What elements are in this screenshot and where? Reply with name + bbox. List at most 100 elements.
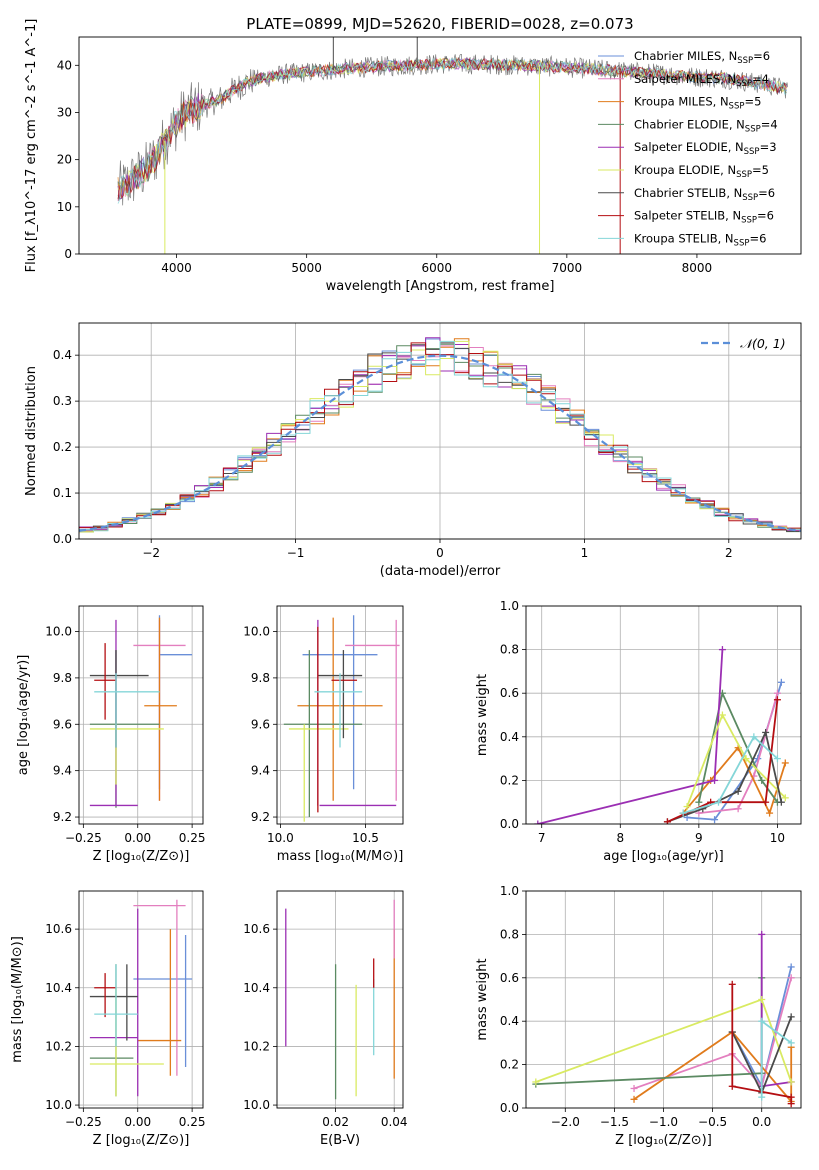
y-tick-label: 10.0 <box>243 625 270 639</box>
legend-tail: =6 <box>749 231 766 245</box>
errorbars <box>89 899 193 1097</box>
x-tick-label: 0.02 <box>322 1115 349 1129</box>
y-tick-label: 0 <box>64 247 72 261</box>
weight-lines <box>532 930 795 1108</box>
y-tick-label: 10.6 <box>243 922 270 936</box>
x-tick-label: 0.0 <box>752 1115 771 1129</box>
spectrum-axes: 4000 5000 6000 7000 8000 0 10 20 30 40 PLATE=0899,… <box>24 15 802 294</box>
y-tick-label: 9.2 <box>251 810 270 824</box>
y-tick-label: 0.4 <box>500 730 519 744</box>
y-tick-label: 10.0 <box>243 1098 270 1112</box>
y-tick-label: 0.2 <box>53 440 72 454</box>
legend-sub: SSP <box>741 216 757 226</box>
spectrum-series-salpeter_elodie <box>117 58 787 200</box>
x-tick-label: 1 <box>581 546 589 560</box>
y-tick-label: 10 <box>57 200 72 214</box>
legend-name: Chabrier MILES, N <box>634 49 737 63</box>
x-tick-label: −1.5 <box>600 1115 629 1129</box>
y-tick-label: 0.1 <box>53 486 72 500</box>
histograms <box>79 337 801 535</box>
errorbars <box>89 615 193 808</box>
y-axis-label: mass [log₁₀(M/M⊙)] <box>10 936 25 1063</box>
y-tick-label: 40 <box>57 58 72 72</box>
x-axis-label: mass [log₁₀(M/M⊙)] <box>277 849 404 864</box>
y-tick-label: 10.2 <box>243 1039 270 1053</box>
axes-frame <box>276 605 404 825</box>
x-axis-label: (data-model)/error <box>380 564 501 579</box>
axes-frame <box>525 890 802 1109</box>
y-axis-label: mass weight <box>475 674 490 756</box>
histogram-kroupa_stelib <box>79 340 801 533</box>
y-tick-label: 20 <box>57 153 72 167</box>
y-tick-label: 30 <box>57 105 72 119</box>
x-tick-label: −2.0 <box>551 1115 580 1129</box>
y-tick-label: 9.8 <box>53 671 72 685</box>
x-tick-label: 9 <box>695 831 703 845</box>
y-tick-label: 0.6 <box>500 971 519 985</box>
mass_vs_EBV-axes: 0.02 0.04 10.0 10.2 10.4 10.6 E(B-V) <box>243 890 408 1148</box>
weight-line-kroupa_stelib <box>682 735 779 814</box>
axes-frame <box>276 890 404 1109</box>
x-axis-label: Z [log₁₀(Z/Z⊙)] <box>93 849 190 864</box>
x-axis-label: Z [log₁₀(Z/Z⊙)] <box>615 1133 712 1148</box>
y-tick-label: 9.4 <box>251 764 270 778</box>
x-tick-label: 7000 <box>552 261 583 275</box>
legend-sub: SSP <box>736 170 752 180</box>
legend-tail: =3 <box>760 140 777 154</box>
legend-sub: SSP <box>736 79 752 89</box>
y-tick-label: 0.4 <box>53 348 72 362</box>
weight_vs_Z-axes: −2.0 −1.5 −1.0 −0.5 0.0 0.0 0.2 0.4 0.6 0.8 1.0 Z [… <box>475 884 802 1148</box>
y-tick-label: 9.2 <box>53 810 72 824</box>
legend-tail: =4 <box>761 117 778 131</box>
x-tick-label: 2 <box>725 546 733 560</box>
legend-tail: =6 <box>757 209 774 223</box>
axes-frame <box>78 890 204 1109</box>
x-tick-label: −1 <box>287 546 305 560</box>
y-tick-label: 0.8 <box>500 643 519 657</box>
x-tick-label: 8000 <box>682 261 713 275</box>
axes-frame <box>78 322 802 540</box>
y-tick-label: 1.0 <box>500 599 519 613</box>
x-tick-label: 0.00 <box>124 1115 151 1129</box>
y-tick-label: 10.0 <box>45 625 72 639</box>
legend-sub: SSP <box>734 238 750 248</box>
x-tick-label: −0.5 <box>698 1115 727 1129</box>
x-tick-label: 6000 <box>421 261 452 275</box>
y-axis-label: mass weight <box>475 958 490 1040</box>
y-tick-label: 0.2 <box>500 773 519 787</box>
legend-entry: Kroupa ELODIE, NSSP=5 <box>634 163 769 180</box>
y-tick-label: 9.6 <box>53 717 72 731</box>
y-tick-label: 9.8 <box>251 671 270 685</box>
x-tick-label: 8 <box>616 831 624 845</box>
legend-name: Chabrier STELIB, N <box>634 186 742 200</box>
x-tick-label: 5000 <box>291 261 322 275</box>
legend-name: Chabrier ELODIE, N <box>634 117 745 131</box>
legend-sub: SSP <box>729 102 745 112</box>
y-tick-label: 0.8 <box>500 927 519 941</box>
x-tick-label: 0.04 <box>381 1115 408 1129</box>
x-tick-label: 0.25 <box>179 1115 206 1129</box>
axes-frame <box>78 36 802 255</box>
errorbars <box>283 615 400 822</box>
y-tick-label: 9.6 <box>251 717 270 731</box>
legend-entry: Salpeter MILES, NSSP=4 <box>634 72 769 89</box>
x-tick-label: −2 <box>142 546 160 560</box>
x-tick-label: 10.5 <box>352 831 379 845</box>
legend-name: Kroupa STELIB, N <box>634 231 734 245</box>
y-tick-label: 0.6 <box>500 686 519 700</box>
y-axis-label: age [log₁₀(age/yr)] <box>16 655 31 776</box>
axes-frame <box>525 605 802 825</box>
y-tick-label: 10.0 <box>45 1098 72 1112</box>
y-axis-label: Normed distribution <box>24 366 39 496</box>
x-tick-label: −1.0 <box>649 1115 678 1129</box>
residuals-axes: −2 −1 0 1 2 0.0 0.1 0.2 0.3 0.4 𝒩(0, 1) (data-model… <box>24 322 802 579</box>
legend-tail: =6 <box>753 49 770 63</box>
x-tick-label: −0.25 <box>65 1115 102 1129</box>
y-tick-label: 1.0 <box>500 884 519 898</box>
legend-sub: SSP <box>744 147 760 157</box>
weight-lines <box>534 646 789 824</box>
legend-sub: SSP <box>742 193 758 203</box>
normal-curve <box>79 354 801 532</box>
y-axis-label: Flux [f_λ10^-17 erg cm^-2 s^-1 A^-1] <box>24 19 39 273</box>
